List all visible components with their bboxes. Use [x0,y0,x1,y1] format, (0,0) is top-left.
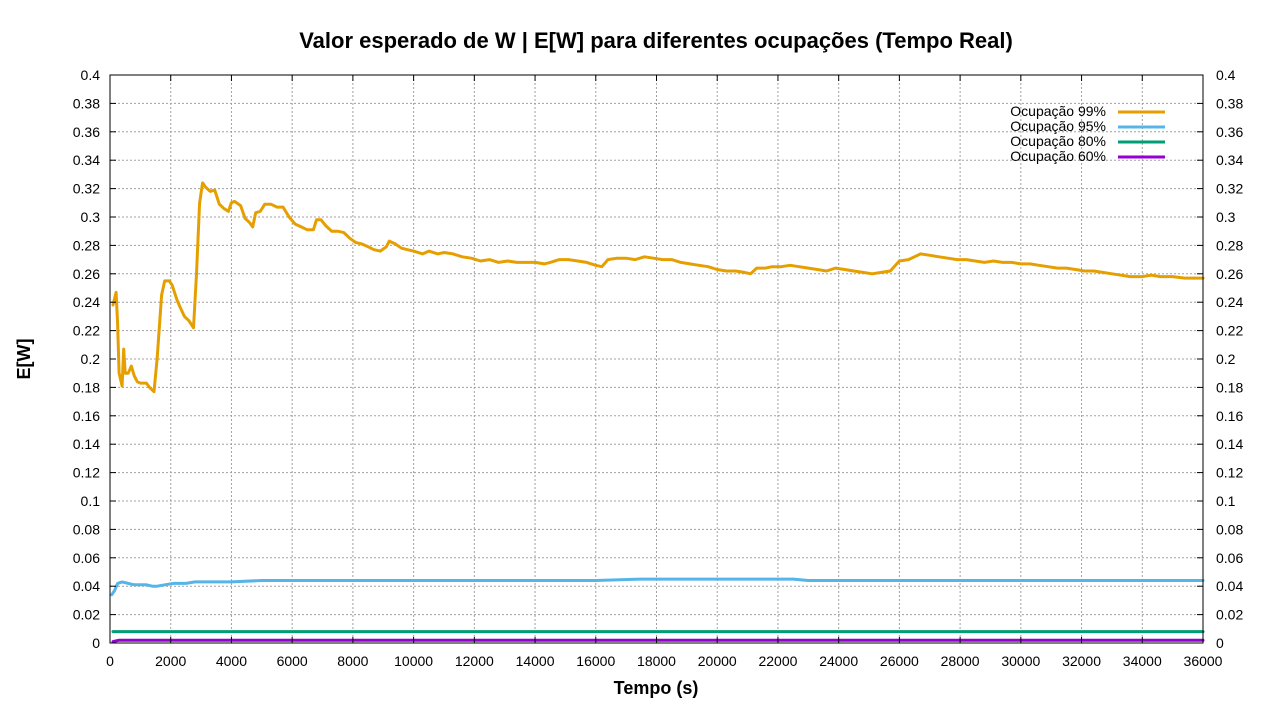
y-tick-label-right: 0.16 [1216,408,1243,424]
y-tick-label: 0.28 [73,237,100,253]
legend-label-1: Ocupação 99% [1010,103,1106,119]
x-tick-label: 24000 [819,653,858,669]
x-tick-label: 2000 [155,653,186,669]
y-tick-label: 0.12 [73,465,100,481]
y-tick-label-right: 0.3 [1216,209,1236,225]
y-tick-label-right: 0.34 [1216,152,1243,168]
y-axis-title: E[W] [14,339,34,380]
series-line-1 [111,181,1205,394]
x-tick-label: 10000 [394,653,433,669]
y-tick-label: 0.06 [73,550,100,566]
x-tick-label: 8000 [337,653,368,669]
y-tick-label-right: 0.02 [1216,607,1243,623]
y-tick-label: 0.32 [73,181,100,197]
y-tick-label-right: 0.22 [1216,323,1243,339]
grid [110,75,1203,643]
y-tick-label: 0.1 [81,493,101,509]
y-tick-label-right: 0.38 [1216,95,1243,111]
y-tick-label-right: 0.18 [1216,379,1243,395]
legend: Ocupação 99%Ocupação 95%Ocupação 80%Ocup… [1010,103,1165,164]
series-line-2 [110,577,1205,597]
y-tick-label-right: 0.08 [1216,521,1243,537]
y-tick-label: 0.16 [73,408,100,424]
x-tick-label: 28000 [941,653,980,669]
legend-label-2: Ocupação 95% [1010,118,1106,134]
tick-labels: 0 2000 4000 6000 8000 10000 12000 14000 16000 180… [73,67,1244,669]
y-tick-label: 0.18 [73,379,100,395]
x-tick-label: 26000 [880,653,919,669]
x-tick-label: 0 [106,653,114,669]
chart-title: Valor esperado de W | E[W] para diferent… [299,28,1013,53]
y-tick-label: 0.08 [73,521,100,537]
y-tick-label: 0.02 [73,607,100,623]
y-tick-label: 0.38 [73,95,100,111]
y-tick-label: 0.3 [81,209,101,225]
y-tick-label: 0.04 [73,578,100,594]
y-tick-label: 0 [92,635,100,651]
y-tick-label-right: 0.36 [1216,124,1243,140]
x-tick-label: 34000 [1123,653,1162,669]
axis-ticks [109,74,1204,644]
x-tick-label: 4000 [216,653,247,669]
y-tick-label: 0.14 [73,436,100,452]
x-tick-label: 32000 [1062,653,1101,669]
y-tick-label-right: 0 [1216,635,1224,651]
x-tick-label: 14000 [516,653,555,669]
y-tick-label-right: 0.24 [1216,294,1243,310]
x-tick-label: 36000 [1184,653,1223,669]
y-tick-label-right: 0.06 [1216,550,1243,566]
y-tick-label: 0.4 [81,67,101,83]
y-tick-label-right: 0.28 [1216,237,1243,253]
y-tick-label-right: 0.26 [1216,266,1243,282]
y-tick-label: 0.22 [73,323,100,339]
y-tick-label: 0.34 [73,152,100,168]
y-tick-label-right: 0.2 [1216,351,1236,367]
y-tick-label-right: 0.32 [1216,181,1243,197]
x-tick-label: 22000 [758,653,797,669]
series-group [110,181,1205,644]
y-tick-label-right: 0.14 [1216,436,1243,452]
x-tick-label: 18000 [637,653,676,669]
legend-label-3: Ocupação 80% [1010,133,1106,149]
y-tick-label-right: 0.1 [1216,493,1236,509]
y-tick-label: 0.2 [81,351,101,367]
y-tick-label: 0.24 [73,294,100,310]
y-tick-label: 0.36 [73,124,100,140]
x-tick-label: 6000 [277,653,308,669]
x-tick-label: 20000 [698,653,737,669]
y-tick-label-right: 0.12 [1216,465,1243,481]
y-tick-label-right: 0.04 [1216,578,1243,594]
x-tick-label: 16000 [576,653,615,669]
x-tick-label: 30000 [1001,653,1040,669]
y-tick-label-right: 0.4 [1216,67,1236,83]
legend-label-4: Ocupação 60% [1010,148,1106,164]
series-line-4 [111,638,1205,644]
x-tick-label: 12000 [455,653,494,669]
x-axis-title: Tempo (s) [614,678,699,698]
y-tick-label: 0.26 [73,266,100,282]
